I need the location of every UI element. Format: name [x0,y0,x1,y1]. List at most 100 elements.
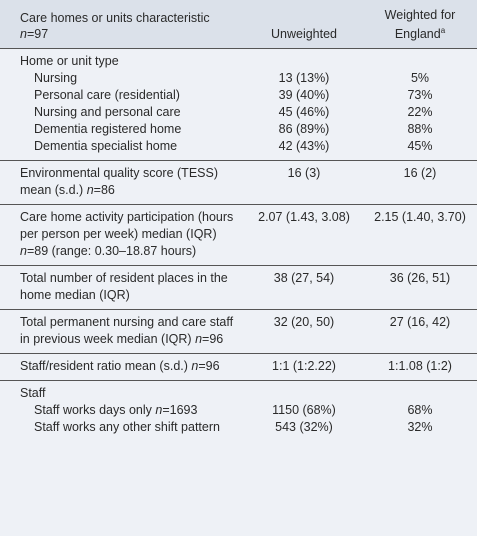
value-cell: 73% [363,87,477,104]
value-cell: 1:1.08 (1:2) [363,353,477,381]
label-cell: Nursing and personal care [0,104,245,121]
value-cell: 1150 (68%) [245,402,363,419]
cell-text: Nursing [34,71,78,85]
header-row: Care homes or units characteristic n=97 U… [0,0,477,49]
cell-text: Dementia specialist home [34,139,178,153]
value-cell: 2.15 (1.40, 3.70) [363,204,477,266]
cell-text: 36 (26, 51) [389,271,451,285]
row: Staff [0,380,477,402]
value-cell: 32 (20, 50) [245,309,363,354]
cell-text: 86 (89%) [278,122,330,136]
cell-text: Personal care (residential) [34,88,180,102]
cell-text: Staff works any other shift pattern [34,420,220,434]
value-cell: 16 (3) [245,160,363,205]
italic-text: n [86,183,94,197]
cell-text: 1:1.08 (1:2) [388,359,452,373]
cell-text: 27 (16, 42) [389,315,451,329]
cell-text: Care homes or units characteristic [20,11,210,25]
cell-text: 73% [407,88,433,102]
label-cell: Staff works any other shift pattern [0,419,245,441]
table: Care homes or units characteristic n=97 U… [0,0,477,441]
row: Care home activity participation (hours … [0,204,477,266]
label-cell: Dementia registered home [0,121,245,138]
cell-text: 13 (13%) [278,71,330,85]
cell-text: 32% [407,420,433,434]
section: Staff/resident ratio mean (s.d.) n=96 1:1… [0,353,477,381]
value-cell: 39 (40%) [245,87,363,104]
cell-text: Total permanent nursing and care staff i… [20,315,234,346]
label-cell: Staff [0,380,245,402]
superscript: a [440,26,446,35]
value-cell: 36 (26, 51) [363,265,477,310]
row: Dementia registered home 86 (89%) 88% [0,121,477,138]
row: Staff works any other shift pattern 543 (… [0,419,477,441]
cell-text: =1693 [162,403,198,417]
cell-text: 543 (32%) [275,420,333,434]
section: Staff Staff works days only n=1693 1150 (6… [0,380,477,441]
value-cell: 1:1 (1:2.22) [245,353,363,381]
label-cell: Total number of resident places in the h… [0,265,245,310]
value-cell: 32% [363,419,477,441]
label-cell: Dementia specialist home [0,138,245,161]
row: Nursing and personal care 45 (46%) 22% [0,104,477,121]
label-cell: Care home activity participation (hours … [0,204,245,266]
value-cell: 543 (32%) [245,419,363,441]
cell-text: Unweighted [270,27,337,41]
value-cell: 38 (27, 54) [245,265,363,310]
value-cell: 88% [363,121,477,138]
cell-text: =97 [26,27,49,41]
cell-text: 88% [407,122,433,136]
label-cell: Nursing [0,70,245,87]
cell-text: 32 (20, 50) [273,315,335,329]
label-cell: Personal care (residential) [0,87,245,104]
cell-text: 5% [410,71,430,85]
value-cell: 16 (2) [363,160,477,205]
value-cell: 68% [363,402,477,419]
label-cell: Total permanent nursing and care staff i… [0,309,245,354]
value-cell [245,380,363,402]
cell-text: =96 [202,332,224,346]
cell-text: 45% [407,139,433,153]
cell-text: 38 (27, 54) [273,271,335,285]
italic-text: n [155,403,163,417]
row: Environmental quality score (TESS) mean … [0,160,477,205]
cell-text: Staff [20,386,46,400]
value-cell: 2.07 (1.43, 3.08) [245,204,363,266]
table-header: Care homes or units characteristic n=97 U… [0,0,477,49]
section: Total number of resident places in the h… [0,265,477,310]
cell-text: =96 [198,359,220,373]
cell-text: 42 (43%) [278,139,330,153]
italic-text: n [20,27,27,41]
italic-text: n [191,359,199,373]
cell-text: 1150 (68%) [272,403,336,417]
cell-text: Staff/resident ratio mean (s.d.) [20,359,192,373]
value-cell: 86 (89%) [245,121,363,138]
section: Home or unit type Nursing 13 (13%) 5% Person… [0,48,477,161]
cell-text: =89 (range: 0.30–18.87 hours) [26,244,197,258]
value-cell: 13 (13%) [245,70,363,87]
cell-text: Dementia registered home [34,122,182,136]
header-cell: Unweighted [245,0,363,49]
value-cell: 27 (16, 42) [363,309,477,354]
value-cell [363,380,477,402]
row: Total number of resident places in the h… [0,265,477,310]
value-cell: 42 (43%) [245,138,363,161]
header-cell: Care homes or units characteristic n=97 [0,0,245,49]
cell-text: =86 [93,183,115,197]
cell-text: Environmental quality score (TESS) mean … [20,166,218,197]
section: Care home activity participation (hours … [0,204,477,266]
row: Staff/resident ratio mean (s.d.) n=96 1:1… [0,353,477,381]
cell-text: Home or unit type [20,54,119,68]
cell-text: 16 (3) [287,166,321,180]
value-cell: 5% [363,70,477,87]
label-cell: Staff/resident ratio mean (s.d.) n=96 [0,353,245,381]
cell-text: Weighted for England [384,8,456,41]
cell-text: 1:1 (1:2.22) [272,359,336,373]
row: Home or unit type [0,48,477,70]
value-cell: 45% [363,138,477,161]
label-cell: Staff works days only n=1693 [0,402,245,419]
header-cell: Weighted for Englanda [363,0,477,49]
row: Nursing 13 (13%) 5% [0,70,477,87]
row: Personal care (residential) 39 (40%) 73% [0,87,477,104]
